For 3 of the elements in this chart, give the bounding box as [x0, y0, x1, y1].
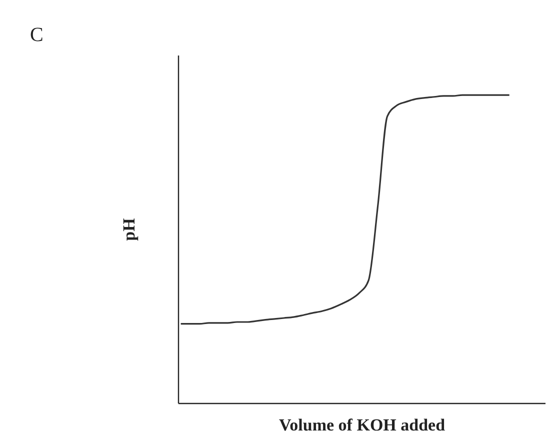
- chart-title: C: [30, 24, 44, 46]
- x-axis-title: Volume of KOH added: [278, 416, 446, 434]
- y-axis-title: pH: [120, 218, 138, 241]
